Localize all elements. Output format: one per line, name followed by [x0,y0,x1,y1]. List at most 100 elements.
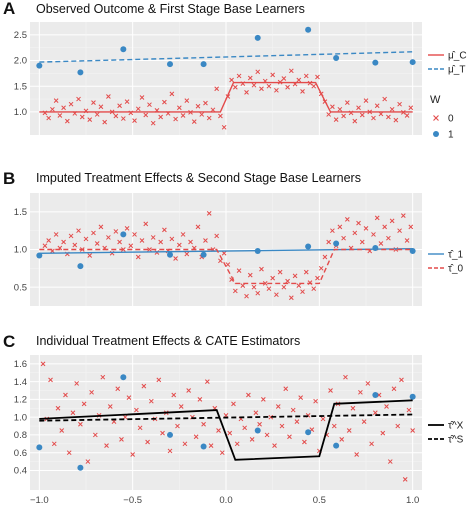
control-point [216,428,221,433]
control-point [372,410,378,416]
control-point [339,437,345,442]
control-point [274,292,279,298]
control-point [210,107,216,113]
x-tick-label: 1.0 [406,495,419,506]
panel-b: B Imputed Treatment Effects & Second Stag… [3,169,464,306]
control-point [64,118,70,124]
control-point [141,383,147,389]
control-point [288,295,294,301]
control-point [195,103,201,109]
control-point [244,90,249,95]
treated-points [36,374,416,471]
y-tick-label: 1.4 [14,377,27,388]
control-point [106,235,111,240]
control-point [311,83,317,89]
control-point [408,105,414,111]
control-point [150,235,156,240]
control-point [219,450,225,456]
control-points [42,210,414,301]
control-point [130,452,136,457]
control-point [328,388,333,393]
control-point [257,421,262,427]
control-point [81,401,87,407]
legend-label: τ̂^S [448,434,464,446]
control-point [87,253,93,258]
control-point [400,213,406,218]
control-point [169,236,175,242]
control-point [191,119,197,124]
control-point [330,228,335,234]
control-point [193,434,199,440]
control-point [48,377,53,383]
control-point [206,115,212,121]
control-point [408,224,414,230]
control-point [253,410,259,416]
control-point [410,428,416,433]
control-point [145,439,150,445]
panel-title: Observed Outcome & First Stage Base Lear… [36,2,305,16]
control-point [285,84,290,90]
control-point [139,238,145,243]
control-point [281,76,287,81]
control-point [266,83,272,89]
control-point [173,116,178,122]
treated-point [77,69,84,76]
control-point [68,233,74,239]
control-point [107,404,113,409]
control-point [214,233,220,239]
control-point [343,374,348,380]
treated-point [120,46,127,53]
control-point [66,450,72,456]
y-tick-label: 0.8 [14,430,27,441]
control-point [176,105,182,111]
treated-point [254,427,261,434]
control-point [143,221,149,227]
treated-point [120,374,127,381]
legend-control-marker [433,115,439,121]
y-tick-label: 2.0 [14,56,27,67]
treated-point [167,61,173,68]
control-point [102,119,108,125]
control-point [371,115,376,121]
control-point [232,84,238,90]
legend-label: τ̂_0 [448,263,464,275]
treated-point [372,244,379,251]
control-point [113,113,119,119]
control-point [303,73,309,79]
control-point [55,405,61,411]
control-point [150,120,156,126]
control-point [98,104,104,110]
control-point [359,112,365,118]
control-point [341,113,346,119]
panel-title: Individual Treatment Effects & CATE Esti… [36,334,300,348]
control-point [346,428,352,433]
control-point [63,392,68,398]
control-point [115,386,121,392]
control-point [240,283,246,289]
control-point [363,226,369,231]
control-point [378,111,384,117]
control-point [369,441,374,447]
control-point [270,275,276,281]
control-point [378,241,384,246]
control-point [195,224,201,230]
control-point [218,113,223,119]
control-point [380,430,386,436]
control-point [386,235,391,241]
control-point [300,289,305,295]
control-point [344,100,350,105]
y-tick-label: 1.5 [14,207,27,218]
control-point [303,269,309,275]
series-line-1 [39,81,413,113]
control-points [40,361,416,482]
control-point [46,115,52,121]
control-point [147,247,152,252]
legend-label: 1 [448,130,454,141]
treated-point [333,442,340,449]
control-point [298,395,304,400]
control-point [322,254,328,260]
control-point [74,381,80,386]
control-point [292,273,298,279]
point-legend: W0 1 [430,94,454,141]
